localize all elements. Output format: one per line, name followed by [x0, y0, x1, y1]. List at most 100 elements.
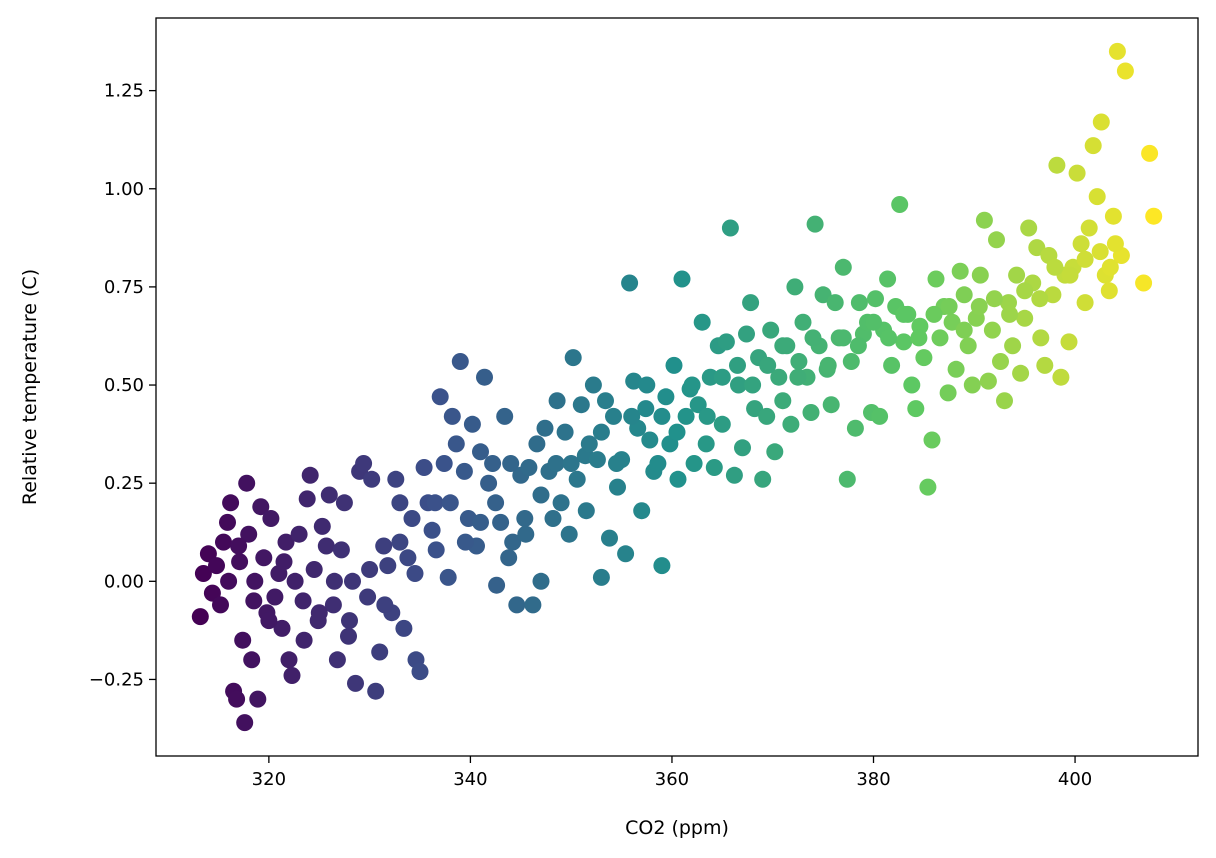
- data-point: [524, 596, 542, 614]
- data-point: [774, 337, 792, 355]
- data-point: [673, 270, 691, 288]
- data-point: [927, 270, 945, 288]
- data-point: [228, 690, 246, 708]
- data-point: [605, 407, 622, 425]
- data-point: [435, 455, 453, 472]
- data-point: [423, 521, 441, 539]
- data-point: [742, 294, 760, 312]
- data-point: [556, 423, 574, 441]
- data-point: [220, 572, 238, 590]
- y-tick-label: 1.00: [104, 179, 144, 200]
- data-point: [625, 372, 643, 390]
- data-point: [500, 549, 518, 567]
- data-point: [669, 470, 687, 488]
- data-point: [865, 313, 882, 331]
- data-point: [328, 651, 346, 669]
- data-point: [290, 525, 308, 543]
- data-point: [517, 525, 535, 543]
- data-point: [996, 392, 1013, 410]
- data-point: [387, 470, 405, 488]
- x-tick-label: 360: [655, 769, 689, 790]
- data-point: [439, 568, 457, 586]
- data-point: [1145, 207, 1163, 225]
- data-point: [925, 305, 943, 323]
- data-point: [903, 376, 921, 394]
- data-point: [819, 356, 837, 374]
- data-point: [850, 294, 868, 312]
- data-point: [943, 313, 961, 331]
- y-tick-label: 0.00: [104, 571, 144, 592]
- data-point: [361, 561, 379, 578]
- data-point: [1048, 156, 1066, 174]
- data-point: [286, 572, 304, 590]
- data-point: [1108, 42, 1126, 60]
- data-point: [317, 537, 335, 555]
- data-point: [1052, 368, 1070, 386]
- data-point: [689, 396, 707, 414]
- data-point: [730, 376, 747, 394]
- data-point: [240, 525, 258, 543]
- data-point: [426, 494, 444, 512]
- data-point: [562, 455, 580, 472]
- data-point: [846, 419, 864, 437]
- data-point: [895, 333, 913, 351]
- data-point: [637, 400, 655, 418]
- data-point: [1141, 144, 1159, 162]
- data-point: [324, 596, 342, 614]
- data-point: [754, 470, 772, 488]
- data-point: [472, 513, 489, 531]
- data-point: [411, 663, 429, 681]
- data-point: [344, 572, 361, 590]
- y-tick-label: 0.50: [104, 375, 144, 396]
- data-point: [698, 407, 716, 425]
- data-point: [959, 337, 977, 355]
- data-point: [713, 368, 731, 386]
- data-point: [243, 651, 261, 669]
- data-point: [592, 568, 610, 586]
- data-point: [1031, 290, 1049, 308]
- data-point: [641, 431, 659, 449]
- data-point: [879, 270, 897, 288]
- data-point: [255, 549, 273, 567]
- data-point: [516, 510, 534, 527]
- data-point: [340, 627, 357, 645]
- data-point: [1106, 235, 1124, 253]
- data-point: [260, 612, 278, 630]
- data-point: [588, 451, 606, 469]
- data-point: [441, 494, 459, 512]
- data-point: [717, 333, 735, 351]
- y-axis: −0.25 0.00 0.25 0.50 0.75 1.00 1.25: [89, 81, 156, 690]
- data-point: [867, 290, 884, 308]
- data-point: [592, 423, 610, 441]
- data-point: [532, 572, 550, 590]
- data-point: [528, 435, 546, 453]
- data-point: [1116, 62, 1134, 80]
- data-point: [548, 392, 566, 410]
- data-point: [758, 407, 776, 425]
- data-point: [621, 274, 639, 292]
- data-point: [725, 466, 743, 484]
- data-point: [1060, 333, 1078, 351]
- data-point: [359, 588, 377, 606]
- data-point: [313, 517, 331, 535]
- data-point: [231, 553, 249, 571]
- data-point: [794, 313, 812, 331]
- data-point: [298, 490, 316, 508]
- data-point: [759, 356, 777, 374]
- data-point: [246, 572, 264, 590]
- data-point: [653, 407, 671, 425]
- data-point: [947, 360, 965, 378]
- data-point: [283, 667, 301, 684]
- data-point: [744, 376, 762, 394]
- data-point: [653, 557, 671, 575]
- y-tick-label: −0.25: [89, 669, 144, 690]
- data-point: [683, 376, 701, 394]
- data-point: [951, 262, 969, 280]
- data-point: [1072, 235, 1090, 253]
- data-point: [1068, 164, 1086, 182]
- data-point: [923, 431, 941, 449]
- data-point: [838, 470, 856, 488]
- data-point: [1004, 337, 1022, 355]
- data-point: [252, 498, 270, 516]
- data-point: [939, 384, 957, 402]
